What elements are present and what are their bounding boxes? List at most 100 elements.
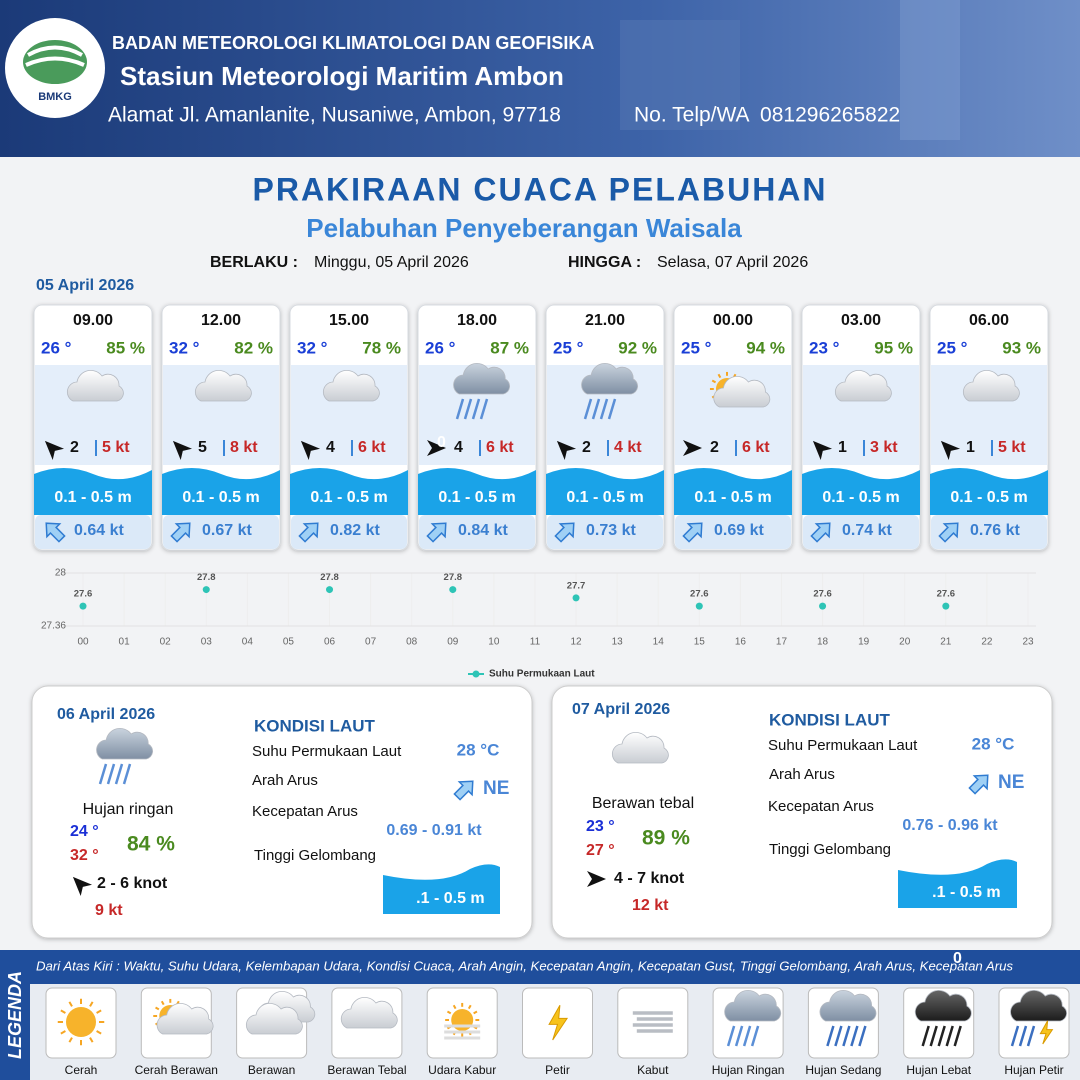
wind-arrow	[72, 876, 93, 897]
wind-speed: 2	[70, 439, 79, 456]
wave-height: 0.1 - 0.5 m	[566, 489, 643, 506]
air-temp: 25 °	[681, 338, 712, 357]
wind-arrow	[812, 440, 833, 461]
header-band	[0, 0, 1080, 157]
wind-arrow	[940, 440, 961, 461]
sea-heading: KONDISI LAUT	[254, 716, 376, 735]
x-tick-label: 07	[365, 637, 377, 648]
gust: 5 kt	[998, 439, 1026, 456]
time: 21.00	[585, 312, 625, 329]
rain	[742, 1025, 752, 1047]
legend-item: Hujan Lebat	[906, 1063, 971, 1077]
x-tick-label: 21	[940, 637, 952, 648]
time: 09.00	[73, 312, 113, 329]
panel-date: 07 April 2026	[572, 701, 670, 718]
rain	[463, 398, 473, 420]
cloud	[1010, 990, 1068, 1022]
rain	[734, 1025, 744, 1047]
temp-min: 23 °	[586, 818, 615, 835]
cloud	[340, 997, 398, 1029]
weather-icon	[632, 1011, 673, 1033]
current-area	[291, 515, 407, 549]
current-direction: NE	[483, 778, 509, 799]
condition: Berawan tebal	[592, 795, 694, 812]
legend-title: LEGENDA	[5, 971, 25, 1059]
current-area	[931, 515, 1047, 549]
panel-date: 06 April 2026	[57, 706, 155, 723]
gust: 9 kt	[95, 902, 123, 919]
current-arrow	[426, 522, 447, 543]
current-speed: 0.64 kt	[74, 522, 124, 539]
air-temp: 26 °	[41, 338, 72, 357]
wind-speed: 2	[582, 439, 591, 456]
gust: 6 kt	[742, 439, 770, 456]
rain	[1018, 1025, 1028, 1047]
day1-date: 05 April 2026	[36, 277, 134, 294]
subtitle: Pelabuhan Penyeberangan Waisala	[306, 213, 742, 243]
wind: 2 - 6 knot	[97, 875, 168, 892]
wind-arrow	[683, 440, 702, 456]
wind-arrow	[587, 871, 606, 887]
weather-icon	[245, 991, 316, 1035]
sst-point	[326, 586, 334, 594]
legend-item: Hujan Petir	[1004, 1063, 1063, 1077]
sea-heading: KONDISI LAUT	[769, 710, 891, 729]
wave-shape	[674, 468, 792, 515]
air-temp: 23 °	[809, 338, 840, 357]
bolt	[548, 1004, 569, 1041]
weather-icon	[724, 990, 782, 1047]
x-tick-label: 04	[242, 637, 254, 648]
sun-ray	[160, 1000, 165, 1006]
x-tick-label: 15	[694, 637, 706, 648]
weather-icon	[444, 1002, 481, 1040]
rain	[599, 398, 609, 420]
sst: 28 °C	[457, 740, 500, 759]
wave-height: 0.1 - 0.5 m	[438, 489, 515, 506]
time: 18.00	[457, 312, 497, 329]
rain	[122, 763, 132, 785]
wave-shape	[34, 468, 152, 515]
sea-label: Arah Arus	[252, 772, 318, 789]
legend-box	[617, 987, 689, 1059]
phone: No. Telp/WA 081296265822	[634, 104, 900, 127]
current-arrow	[810, 522, 831, 543]
sun-ray	[717, 373, 722, 379]
legend-item: Hujan Sedang	[805, 1063, 881, 1077]
x-tick-label: 19	[858, 637, 870, 648]
cloud	[914, 990, 972, 1022]
legend-item: Cerah	[65, 1063, 98, 1077]
wind-speed: 1	[966, 439, 975, 456]
sea-label: Kecepatan Arus	[768, 798, 874, 815]
wind-arrow	[300, 440, 321, 461]
current-direction: NE	[998, 772, 1024, 793]
current-area	[675, 515, 791, 549]
cloud	[453, 363, 511, 395]
legend-item: Cerah Berawan	[135, 1063, 218, 1077]
station: Stasiun Meteorologi Maritim Ambon	[120, 61, 564, 91]
gust: 3 kt	[870, 439, 898, 456]
legend-desc-band	[30, 950, 1080, 984]
humidity: 85 %	[106, 338, 145, 357]
rain	[858, 1025, 867, 1047]
weather-icon	[96, 728, 154, 785]
sst-point	[942, 602, 950, 610]
sst-point	[819, 602, 827, 610]
sun-ray	[711, 379, 717, 384]
sst-point	[79, 602, 87, 610]
sea-label: Tinggi Gelombang	[769, 841, 891, 858]
sea-label: Tinggi Gelombang	[254, 847, 376, 864]
rain	[937, 1025, 946, 1047]
cloud	[322, 370, 380, 402]
cloud	[962, 370, 1020, 402]
rain	[455, 398, 465, 420]
current-speed: 0.76 - 0.96 kt	[902, 817, 998, 834]
legend-item: Udara Kabur	[428, 1063, 496, 1077]
air-temp: 25 °	[937, 338, 968, 357]
wind-speed: 5	[198, 439, 207, 456]
rain	[479, 398, 489, 420]
wind-arrow	[556, 440, 577, 461]
rain	[607, 398, 617, 420]
data-label: 27.8	[197, 572, 216, 583]
time: 00.00	[713, 312, 753, 329]
to-date: Selasa, 07 April 2026	[657, 254, 808, 271]
